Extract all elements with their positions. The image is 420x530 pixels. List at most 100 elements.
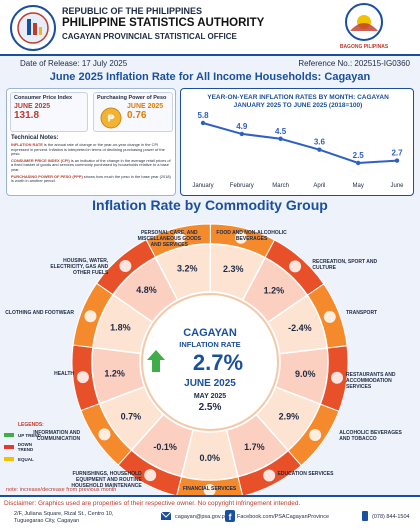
note-term: CONSUMER PRICE INDEX (CPI) xyxy=(11,157,70,163)
group-value: 1.2% xyxy=(264,285,285,295)
svg-text:f: f xyxy=(229,512,233,522)
center-period: JUNE 2025 xyxy=(184,378,236,389)
group-value: 2.9% xyxy=(279,412,300,422)
group-value: 1.2% xyxy=(104,368,125,378)
release-date: Date of Release: 17 July 2025 xyxy=(20,59,128,68)
group-icon xyxy=(98,428,111,441)
group-label: CLOTHING AND FOOTWEAR xyxy=(5,309,74,316)
main-title: June 2025 Inflation Rate for All Income … xyxy=(49,71,371,83)
notes-heading: Technical Notes: xyxy=(11,135,59,141)
group-value: 1.8% xyxy=(110,323,131,333)
group-label: HEALTH xyxy=(54,371,74,378)
group-value: 0.0% xyxy=(199,453,220,463)
bagong-pilipinas-logo xyxy=(345,3,383,41)
center-prev-value: 2.5% xyxy=(199,402,222,413)
group-label: FOOD AND NON-ALCOHOLIC BEVERAGES xyxy=(216,229,287,242)
coin-icon: ₱ xyxy=(100,107,122,129)
note-item: INFLATION RATE is the annual rate of cha… xyxy=(11,142,173,157)
x-tick-label: April xyxy=(313,183,325,189)
chart-panel: YEAR-ON-YEAR INFLATION RATES BY MONTH: C… xyxy=(180,88,414,196)
indicator-name: Consumer Price Index xyxy=(14,95,73,101)
legend-item: DOWN TREND xyxy=(4,442,48,452)
chart-title: YEAR-ON-YEAR INFLATION RATES BY MONTH: C… xyxy=(207,94,389,109)
legend-arrow xyxy=(4,433,14,437)
line xyxy=(202,122,398,165)
point xyxy=(356,160,361,166)
group-icon xyxy=(119,259,132,272)
group-label: INFORMATION AND COMMUNICATION xyxy=(33,429,81,442)
group-value: 1.7% xyxy=(244,442,265,452)
value-label: 3.6 xyxy=(314,138,326,147)
up-arrow xyxy=(147,350,165,372)
indicator-period: JUNE 2025 xyxy=(127,103,164,110)
value-label: 2.7 xyxy=(391,149,403,158)
group-label: FINANCIAL SERVICES xyxy=(182,485,237,492)
group-value: -2.4% xyxy=(288,323,312,333)
point xyxy=(394,158,400,163)
ppp-box: Purchasing Power of Peso JUNE 2025 0.76 … xyxy=(93,92,173,132)
legend-items: UP TREND DOWN TREND EQUAL xyxy=(4,431,48,463)
point xyxy=(317,147,322,152)
group-label: RECREATION, SPORT AND CULTURE xyxy=(312,258,378,271)
value-label: 5.8 xyxy=(197,111,209,120)
group-icon xyxy=(263,469,276,482)
legend-swatch xyxy=(4,433,14,437)
indicator-value: 0.76 xyxy=(127,110,147,121)
phone-icon xyxy=(362,511,368,521)
indicator-value: 131.8 xyxy=(14,110,40,121)
note-term: PURCHASING POWER OF PESO (PPP) xyxy=(11,173,83,179)
indicator-name: Purchasing Power of Peso xyxy=(97,95,167,101)
indicator-panel: Consumer Price Index JUNE 2025 131.8 Pur… xyxy=(6,88,176,196)
note-text: is an indicator of the change in the ave… xyxy=(11,157,171,172)
badge: BAGONG PILIPINAS xyxy=(339,44,389,50)
group-value: 0.7% xyxy=(121,411,142,421)
group-icon xyxy=(323,310,336,323)
note-item: PURCHASING POWER OF PESO (PPP) shows how… xyxy=(11,173,173,184)
group-label: HOUSING, WATER, ELECTRICITY, GAS AND OTH… xyxy=(50,258,109,277)
notes: INFLATION RATE is the annual rate of cha… xyxy=(11,142,173,186)
legend-label: DOWN TREND xyxy=(17,442,34,452)
group-value: -0.1% xyxy=(153,442,177,452)
point xyxy=(239,131,244,137)
legend-swatch xyxy=(4,445,14,449)
group-value: 4.8% xyxy=(136,285,157,295)
legend-item: UP TREND xyxy=(4,431,48,439)
group-icon xyxy=(203,483,216,496)
group-label: RESTAURANTS AND ACCOMMODATION SERVICES xyxy=(346,372,396,391)
group-label: ALCOHOLIC BEVERAGES AND TOBACCO xyxy=(339,430,402,443)
email: cagayan@psa.gov.ph xyxy=(175,514,228,520)
group-label: FURNISHINGS, HOUSEHOLD EQUIPMENT AND ROU… xyxy=(71,470,142,489)
facebook: Facebook.com/PSACagayanProvince xyxy=(237,514,330,520)
center-prev-period: MAY 2025 xyxy=(194,393,226,400)
note-text: shows how much the peso in the base year… xyxy=(11,173,171,184)
country: REPUBLIC OF THE PHILIPPINES xyxy=(62,6,203,16)
center-disk xyxy=(141,293,279,431)
group-icon xyxy=(76,371,89,384)
indicator-period: JUNE 2025 xyxy=(14,103,51,110)
group-label: PERSONAL CARE, AND MISCELLANEOUS GOODS A… xyxy=(137,229,201,248)
svg-text:₱: ₱ xyxy=(108,114,115,125)
group-icon xyxy=(309,428,322,441)
point xyxy=(200,120,206,126)
group-icon xyxy=(289,260,302,273)
note: note: increase/decrease from previous mo… xyxy=(6,487,117,493)
group-value: 9.0% xyxy=(295,369,316,379)
footer: Disclaimer: Graphics used are properties… xyxy=(0,495,420,530)
center-label: INFLATION RATE xyxy=(179,340,240,349)
group-label: TRANSPORT xyxy=(346,310,378,317)
reference-number: Reference No.: 202515-IG0360 xyxy=(298,59,410,68)
legend-heading: LEGENDS: xyxy=(18,422,44,428)
cpi-box: Consumer Price Index JUNE 2025 131.8 xyxy=(10,92,88,132)
section-title: Inflation Rate by Commodity Group xyxy=(92,197,328,213)
group-icon xyxy=(84,310,97,323)
email-icon xyxy=(160,511,172,520)
group-icon xyxy=(331,371,344,384)
point xyxy=(278,136,283,141)
value-label: 2.5 xyxy=(353,151,365,160)
legend-arrow xyxy=(4,457,14,461)
legend-arrow xyxy=(4,445,14,449)
disclaimer: Disclaimer: Graphics used are properties… xyxy=(4,500,301,507)
